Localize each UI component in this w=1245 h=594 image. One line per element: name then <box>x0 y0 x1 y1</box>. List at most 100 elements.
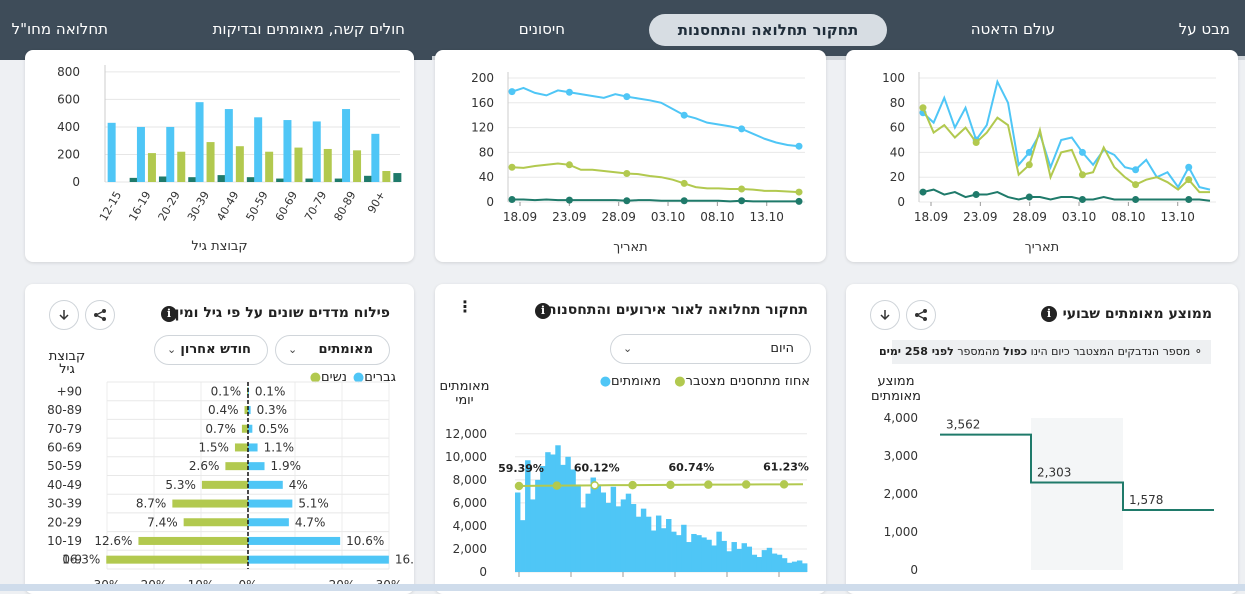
x-tick-label: 12-15 <box>97 189 124 223</box>
vaccination-point <box>741 480 751 489</box>
x-tick-label: 08.10 <box>700 210 734 224</box>
share-icon[interactable] <box>906 300 936 330</box>
data-point <box>795 142 803 150</box>
chevron-down-icon: ⌄ <box>288 343 298 356</box>
legend-cases[interactable]: ●מאומתים <box>600 374 661 389</box>
cases-bar <box>756 557 763 572</box>
legend-men-dot-icon: ● <box>352 370 365 385</box>
cases-bar <box>600 492 607 572</box>
cases-bar <box>686 542 692 572</box>
age-label: 70-79 <box>47 422 82 436</box>
bar <box>158 176 167 182</box>
x-tick-label: 80-89 <box>331 189 358 223</box>
data-point <box>738 185 746 193</box>
data-point <box>508 88 516 96</box>
cases-bar <box>661 528 667 572</box>
os-taskbar <box>0 584 1245 591</box>
cases-bar <box>701 537 707 572</box>
bar <box>235 146 244 182</box>
women-bar <box>183 518 248 527</box>
age-label: 20-29 <box>47 515 82 529</box>
cases-bar <box>580 507 586 572</box>
y-tick-label: 600 <box>57 92 80 106</box>
bar <box>177 151 186 182</box>
cases-bar <box>721 540 727 572</box>
cases-bar <box>671 531 677 572</box>
legend-women[interactable]: ●נשים <box>310 370 347 385</box>
women-label: 0.4% <box>208 403 239 417</box>
men-label: 0.1% <box>255 384 286 398</box>
y-tick-label: 10,000 <box>445 450 487 464</box>
vaccination-point <box>779 480 789 489</box>
cases-bar <box>545 452 551 572</box>
pyramid-card: פילוח מדדים שונים על פי גיל ומין i מאומת… <box>25 284 414 594</box>
legend-men[interactable]: ●גברים <box>353 370 396 385</box>
age-label: 60-69 <box>47 440 82 454</box>
x-tick-label: 16-19 <box>126 189 153 223</box>
data-point <box>919 104 927 112</box>
bar <box>364 175 373 182</box>
bar <box>342 109 351 182</box>
weekly-value-label: 2,303 <box>1037 465 1071 479</box>
chevron-down-icon: ⌄ <box>167 343 177 356</box>
women-bar <box>106 555 248 564</box>
cases-bar <box>776 554 783 572</box>
data-point <box>1025 161 1033 169</box>
vaccination-line <box>518 483 804 487</box>
data-point <box>508 196 516 204</box>
download-icon[interactable] <box>49 300 79 330</box>
cases-bar <box>746 546 753 572</box>
women-label: 1.5% <box>198 440 229 454</box>
cases-bar <box>791 561 798 572</box>
cases-bar <box>615 506 622 572</box>
info-icon[interactable]: i <box>1041 306 1057 322</box>
highlight-band <box>1031 418 1123 570</box>
age-bars-card: 0 200 400 600 800 12-15 16-19 20-29 30-39 40-49 50… <box>25 50 414 262</box>
trend-chart-middle: 0 40 80 120 160 200 18.09 23.09 28.09 03.10 08.10 1… <box>471 71 805 224</box>
cases-bar <box>736 548 742 572</box>
period-select[interactable]: חודש אחרון ⌄ <box>154 335 268 365</box>
events-card: תחקור תחלואה לאור אירועים והתחסנות i ⋮ ה… <box>435 284 826 594</box>
x-tick-label: 23.09 <box>552 210 586 224</box>
cases-bar <box>570 469 576 572</box>
data-point <box>1185 196 1193 204</box>
nav-tab-data-world[interactable]: עולם הדאטה <box>970 20 1055 38</box>
y-tick-label: 120 <box>471 121 494 135</box>
y-tick-label: 400 <box>57 120 80 134</box>
cases-bar <box>525 460 531 572</box>
x-tick-label: 28.09 <box>602 210 636 224</box>
y-tick-label: 200 <box>57 147 80 161</box>
x-tick-label: 30-39 <box>185 189 212 223</box>
legend-vacc[interactable]: ●אחוז מתחסנים מצטבר <box>674 374 810 389</box>
vaccination-label: 60.74% <box>668 461 714 474</box>
men-label: 0.5% <box>258 422 289 436</box>
metric-select-value: מאומתים <box>318 342 373 357</box>
bar <box>294 147 303 182</box>
men-label: 16.2% <box>395 553 414 567</box>
pyramid-chart: +90 0.1% 0.1% 80-89 0.3% 0.4% 70-79 0.5% 0.7% 60-… <box>47 381 414 592</box>
y-tick-label: 60 <box>890 121 905 135</box>
bar <box>107 122 116 182</box>
nav-tab-overview[interactable]: מבט על <box>1178 20 1230 38</box>
events-period-select[interactable]: היום ⌄ <box>610 334 811 364</box>
cases-bar <box>640 508 647 572</box>
info-icon[interactable]: i <box>535 303 551 319</box>
legend-cases-dot-icon: ● <box>599 374 612 389</box>
nav-tab-investigation[interactable]: תחקור תחלואה והתחסנות <box>649 14 887 46</box>
bar <box>265 151 274 182</box>
more-vert-icon[interactable]: ⋮ <box>457 297 473 316</box>
cases-bar <box>610 486 617 572</box>
data-point <box>1185 176 1193 184</box>
nav-tab-abroad[interactable]: תחלואה מחו"ל <box>11 20 108 38</box>
share-icon[interactable] <box>85 300 115 330</box>
legend-cases-label: מאומתים <box>611 374 661 389</box>
bar <box>323 148 332 182</box>
info-icon[interactable]: i <box>161 306 177 322</box>
nav-tab-severe[interactable]: חולים קשה, מאומתים ובדיקות <box>212 20 405 38</box>
y-tick-label: 2,000 <box>884 487 918 501</box>
download-icon[interactable] <box>870 300 900 330</box>
nav-tab-vaccines[interactable]: חיסונים <box>518 20 565 38</box>
cases-bar <box>741 543 747 572</box>
metric-select[interactable]: מאומתים ⌄ <box>275 335 390 365</box>
x-tick-label: 50-59 <box>244 189 271 223</box>
